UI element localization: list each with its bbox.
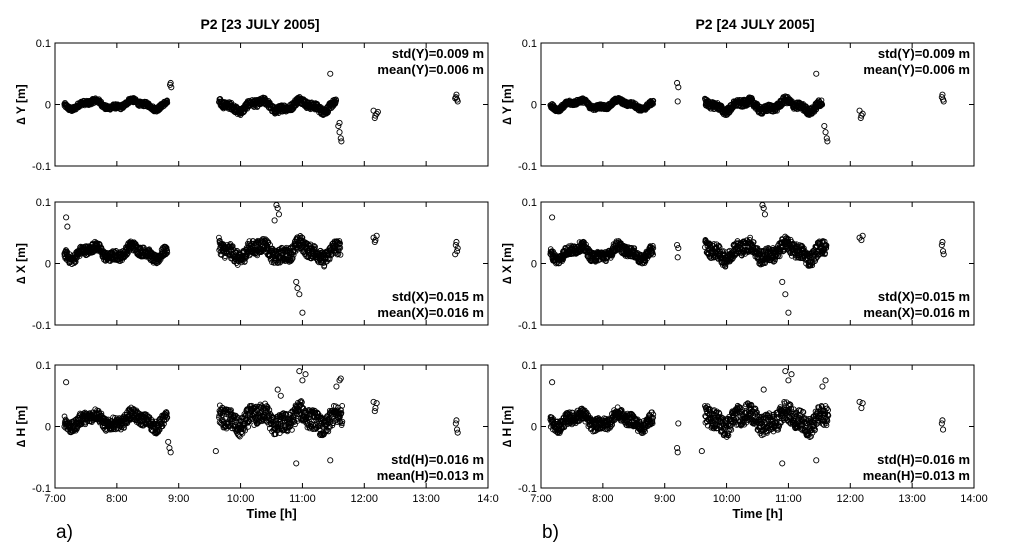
data-point [164,247,170,254]
x-axis-label: Time [h] [246,506,296,521]
subplot-b-Y: 0.1 0 -0.1 ∆ Y [m] std(Y)=0.009 mmean(Y)=0.0… [500,38,975,173]
x-tick-label: 8:00 [592,493,613,505]
plots-group: 0.10-0.1∆ Y [m]std(Y)=0.009 mmean(Y)=0.0… [14,38,988,521]
x-tick-label: 8:00 [106,493,127,505]
x-tick-label: 12:00 [837,493,865,505]
stat-annotation: mean(H)=0.013 m [377,468,484,483]
y-axis-label: ∆ X [m] [14,243,28,284]
subplot-a-Y: 0.1 0 -0.1 ∆ Y [m] std(Y)=0.009 mmean(Y)=0.0… [14,38,489,173]
y-tick-label: 0 [45,259,51,271]
data-point [333,97,340,104]
y-tick-label: 0.1 [522,38,537,50]
stat-annotation: mean(X)=0.016 m [377,305,484,320]
data-point [336,119,343,126]
data-points [61,202,461,316]
y-tick-label: 0.1 [36,38,51,50]
stat-annotation: mean(X)=0.016 m [863,305,970,320]
stat-annotation: std(X)=0.015 m [878,289,970,304]
x-tick-label: 9:00 [168,493,189,505]
data-point [63,247,70,254]
data-point [216,234,222,241]
y-tick-label: 0 [531,100,537,112]
data-point [166,81,174,88]
subplot-a-X: 0.1 0 -0.1 ∆ X [m] std(X)=0.015 mmean(X)=0.0… [14,197,489,332]
panel-b-sublabel: b) [542,522,559,542]
panel-a-sublabel: a) [56,522,73,542]
y-axis-label: ∆ H [m] [14,406,28,447]
data-point [337,135,344,142]
data-point [335,122,342,130]
data-point [374,108,381,115]
data-point [72,258,79,265]
y-tick-label: 0.1 [36,197,51,209]
panel-b-title: P2 [24 JULY 2005] [695,16,814,32]
x-tick-label: 14:0 [477,493,498,505]
y-tick-label: 0 [531,422,537,434]
data-points [61,70,461,145]
data-point [164,249,171,256]
stat-annotation: std(Y)=0.009 m [878,46,970,61]
panel-a-title: P2 [23 JULY 2005] [200,16,319,32]
data-point [264,243,271,249]
data-point [453,91,460,98]
data-point [164,99,171,106]
y-tick-label: -0.1 [518,161,537,173]
y-tick-label: -0.1 [32,320,51,332]
data-point [338,138,345,145]
x-tick-label: 13:00 [412,493,440,505]
stat-annotation: std(Y)=0.009 m [392,46,484,61]
data-point [234,262,241,268]
data-point [229,243,236,249]
x-tick-label: 7:00 [44,493,65,505]
data-point [452,95,459,102]
y-axis-label: ∆ X [m] [500,243,514,284]
y-tick-label: 0 [45,100,51,112]
x-tick-label: 11:00 [289,493,316,505]
data-point [164,97,170,104]
y-tick-label: 0 [531,259,537,271]
y-axis-label: ∆ Y [m] [500,84,514,124]
y-tick-label: -0.1 [518,320,537,332]
stat-annotation: std(H)=0.016 m [391,452,484,467]
x-tick-label: 12:00 [351,493,379,505]
data-point [371,114,378,122]
subplot-a-H: 0.10-0.17:00 8:00 9:00 10:00 11:00 12:00 13:00… [14,360,499,521]
data-point [242,255,248,262]
stat-annotation: std(X)=0.015 m [392,289,484,304]
stat-annotation: mean(Y)=0.006 m [863,62,970,77]
x-tick-label: 7:00 [530,493,551,505]
y-tick-label: 0 [45,422,51,434]
data-point [229,243,235,250]
x-tick-label: 11:00 [775,493,802,505]
stat-annotation: mean(Y)=0.006 m [377,62,484,77]
x-tick-label: 13:00 [898,493,926,505]
x-tick-label: 10:00 [713,493,741,505]
y-tick-label: 0.1 [36,360,51,372]
subplot-b-H: 0.10-0.17:00 8:00 9:00 10:00 11:00 12:00 13:00… [500,360,988,521]
x-tick-label: 10:00 [227,493,255,505]
subplot-b-X: 0.1 0 -0.1 ∆ X [m] std(X)=0.015 mmean(X)=0.0… [500,197,975,332]
data-point [327,70,334,77]
y-tick-label: 0.1 [522,197,537,209]
x-tick-label: 9:00 [654,493,675,505]
y-tick-label: -0.1 [32,161,51,173]
y-tick-label: 0.1 [522,360,537,372]
y-axis-label: ∆ Y [m] [14,84,28,124]
data-point [336,129,343,136]
